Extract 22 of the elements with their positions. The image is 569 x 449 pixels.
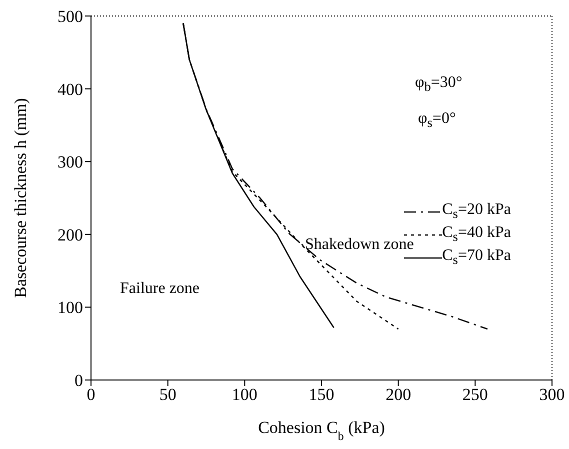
x-tick-label: 0 bbox=[86, 385, 96, 404]
y-tick-label: 500 bbox=[58, 7, 83, 26]
legend-label: C$_{s}$=20 kPa bbox=[442, 200, 511, 222]
x-axis-title: Cohesion C$_{b}$ (kPa) bbox=[258, 418, 385, 443]
annotation: Failure zone bbox=[120, 280, 200, 297]
y-tick-label: 100 bbox=[58, 298, 83, 318]
x-tick-label: 200 bbox=[386, 385, 412, 404]
x-tick-label: 100 bbox=[232, 385, 258, 404]
x-tick-label: 50 bbox=[159, 385, 176, 404]
y-tick-label: 300 bbox=[58, 152, 83, 172]
annotation: φ$_{s}$=0° bbox=[418, 110, 456, 130]
x-tick-label: 150 bbox=[308, 385, 334, 404]
y-tick-label: 0 bbox=[74, 371, 83, 390]
x-tick-label: 250 bbox=[462, 385, 488, 404]
y-axis-title: Basecourse thickness h (mm) bbox=[11, 98, 30, 298]
y-tick-label: 200 bbox=[58, 225, 83, 244]
legend-label: C$_{s}$=40 kPa bbox=[442, 224, 511, 246]
x-tick-label: 300 bbox=[539, 385, 565, 404]
y-tick-label: 400 bbox=[58, 80, 83, 99]
annotation: φ$_{b}$=30° bbox=[415, 74, 462, 94]
legend-label: C$_{s}$=70 kPa bbox=[442, 246, 511, 268]
annotation: Shakedown zone bbox=[305, 236, 414, 253]
